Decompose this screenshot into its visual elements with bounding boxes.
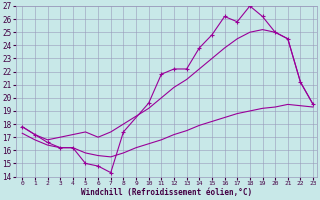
X-axis label: Windchill (Refroidissement éolien,°C): Windchill (Refroidissement éolien,°C) [81, 188, 252, 198]
